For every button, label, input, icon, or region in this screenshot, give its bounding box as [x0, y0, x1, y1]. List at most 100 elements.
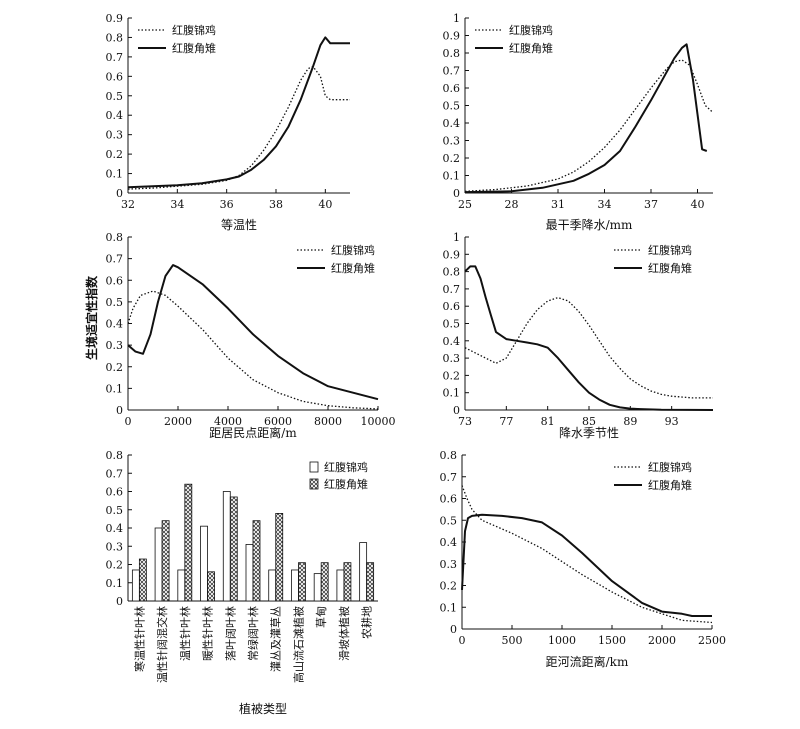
charts: 0 0.1 0.2 0.3 0.4 0.5 0.6 0.7 0.8 0.9 32 34 36 38 40 红腹… — [106, 12, 727, 716]
river-distance-y-tick-label: 0.7 — [440, 471, 458, 484]
settlement-distance-y-tick-label: 0.8 — [106, 231, 124, 244]
vegetation-type-legend-swatch — [309, 478, 319, 490]
isothermality-y-tick-label: 0.1 — [106, 168, 124, 181]
vegetation-type-y-tick-label: 0.6 — [106, 486, 124, 499]
precip-seasonality-series-1 — [464, 265, 714, 411]
driest-quarter-precip-series-1 — [464, 43, 708, 194]
river-distance-legend-label: 红腹角雉 — [648, 478, 692, 492]
driest-quarter-precip-y-tick-label: 0.6 — [443, 82, 461, 95]
settlement-distance-y-tick-label: 0 — [116, 404, 123, 417]
precip-seasonality-x-tick-label: 89 — [623, 415, 637, 428]
vegetation-type-bar-1-8 — [320, 562, 329, 602]
vegetation-type-bar-0-9 — [336, 569, 345, 602]
driest-quarter-precip-y-tick-label: 0.8 — [443, 47, 461, 60]
precip-seasonality-y-tick-label: 0.4 — [443, 335, 461, 348]
vegetation-type-category-label: 常绿阔叶林 — [246, 606, 260, 661]
river-distance-y-tick-label: 0.5 — [440, 514, 458, 527]
precip-seasonality-y-tick-label: 0.3 — [443, 352, 461, 365]
river-distance-y-tick-label: 0 — [450, 623, 457, 636]
settlement-distance-x-tick-label: 2000 — [164, 415, 192, 428]
vegetation-type-bar-0-2 — [177, 569, 186, 602]
vegetation-type-bar-0-5 — [245, 544, 254, 602]
vegetation-type-category-label: 灌丛及灌草丛 — [270, 606, 283, 672]
precip-seasonality-x-axis-label: 降水季节性 — [559, 426, 619, 440]
chart-isothermality: 0 0.1 0.2 0.3 0.4 0.5 0.6 0.7 0.8 0.9 32 34 36 38 40 红腹… — [106, 12, 350, 232]
precip-seasonality-y-tick-label: 0.2 — [443, 369, 461, 382]
vegetation-type-bar-1-9 — [343, 562, 352, 602]
river-distance-legend-label: 红腹锦鸡 — [648, 460, 692, 474]
settlement-distance-legend-label: 红腹角雉 — [331, 261, 375, 275]
vegetation-type-bar-1-6 — [275, 513, 284, 602]
vegetation-type-category-label: 暖性针叶林 — [201, 606, 215, 661]
river-distance-series-0 — [461, 485, 713, 624]
vegetation-type-legend-label: 红腹锦鸡 — [324, 460, 368, 474]
settlement-distance-x-tick-label: 8000 — [314, 415, 342, 428]
vegetation-type-category-label: 高山流石滩植被 — [291, 606, 305, 683]
settlement-distance-legend-label: 红腹锦鸡 — [331, 243, 375, 257]
settlement-distance-x-tick-label: 10000 — [361, 415, 396, 428]
isothermality-y-tick-label: 0 — [116, 187, 123, 200]
vegetation-type-y-tick-label: 0.5 — [106, 504, 124, 517]
isothermality-y-tick-label: 0.3 — [106, 129, 124, 142]
isothermality-series-1 — [127, 36, 350, 189]
vegetation-type-category-label: 落叶阔叶林 — [223, 606, 237, 661]
isothermality-x-axis-label: 等温性 — [221, 218, 257, 232]
driest-quarter-precip-x-tick-label: 31 — [551, 198, 565, 211]
vegetation-type-bar-1-3 — [207, 571, 215, 602]
isothermality-x-tick-label: 32 — [121, 198, 135, 211]
settlement-distance-series-1 — [127, 264, 379, 401]
precip-seasonality-y-tick-label: 0 — [453, 404, 460, 417]
driest-quarter-precip-y-tick-label: 0 — [453, 187, 460, 200]
precip-seasonality-x-tick-label: 93 — [665, 415, 679, 428]
chart-precip-seasonality: 0 0.1 0.2 0.3 0.4 0.5 0.6 0.7 0.8 0.9 1 73 77 81 85 89 9… — [443, 231, 714, 440]
precip-seasonality-y-tick-label: 1 — [453, 231, 460, 244]
river-distance-y-tick-label: 0.6 — [440, 493, 458, 506]
driest-quarter-precip-y-tick-label: 0.9 — [443, 30, 461, 43]
vegetation-type-y-tick-label: 0.7 — [106, 467, 124, 480]
vegetation-type-category-label: 农耕地 — [360, 606, 374, 639]
vegetation-type-x-axis-label: 植被类型 — [239, 701, 287, 716]
river-distance-x-tick-label: 0 — [459, 634, 466, 647]
isothermality-y-tick-label: 0.4 — [106, 109, 124, 122]
driest-quarter-precip-x-tick-label: 25 — [458, 198, 472, 211]
vegetation-type-legend-swatch — [309, 461, 319, 473]
river-distance-y-tick-label: 0.2 — [440, 580, 458, 593]
driest-quarter-precip-y-tick-label: 0.7 — [443, 65, 461, 78]
vegetation-type-bar-1-5 — [252, 520, 261, 602]
isothermality-legend-label: 红腹角雉 — [172, 41, 216, 55]
isothermality-y-tick-label: 0.7 — [106, 51, 124, 64]
precip-seasonality-series-0 — [464, 296, 713, 399]
vegetation-type-category-label: 寒温性针叶林 — [132, 606, 146, 672]
vegetation-type-y-tick-label: 0 — [116, 595, 123, 608]
vegetation-type-bar-0-10 — [359, 542, 368, 602]
river-distance-series-1 — [461, 513, 712, 617]
precip-seasonality-y-tick-label: 0.8 — [443, 266, 461, 279]
settlement-distance-x-tick-label: 6000 — [264, 415, 292, 428]
isothermality-y-tick-label: 0.8 — [106, 31, 124, 44]
vegetation-type-bar-1-4 — [229, 496, 238, 602]
precip-seasonality-x-tick-label: 77 — [499, 415, 513, 428]
settlement-distance-y-tick-label: 0.4 — [106, 318, 124, 331]
isothermality-x-tick-label: 40 — [318, 198, 332, 211]
precip-seasonality-y-tick-label: 0.6 — [443, 300, 461, 313]
driest-quarter-precip-series-0 — [464, 59, 714, 192]
driest-quarter-precip-y-tick-label: 1 — [453, 12, 460, 25]
vegetation-type-bar-1-10 — [366, 562, 375, 602]
precip-seasonality-y-tick-label: 0.9 — [443, 248, 461, 261]
river-distance-x-tick-label: 1000 — [548, 634, 576, 647]
vegetation-type-y-tick-label: 0.3 — [106, 540, 124, 553]
vegetation-type-bar-1-7 — [298, 562, 306, 602]
isothermality-x-tick-label: 36 — [220, 198, 234, 211]
driest-quarter-precip-x-axis-label: 最干季降水/mm — [546, 218, 633, 232]
isothermality-y-tick-label: 0.6 — [106, 70, 124, 83]
settlement-distance-y-tick-label: 0.3 — [106, 339, 124, 352]
isothermality-x-tick-label: 38 — [269, 198, 283, 211]
vegetation-type-category-label: 滑坡体植被 — [337, 606, 351, 661]
river-distance-y-tick-label: 0.3 — [440, 558, 458, 571]
driest-quarter-precip-x-tick-label: 28 — [505, 198, 519, 211]
vegetation-type-bar-1-1 — [161, 520, 170, 602]
precip-seasonality-legend-label: 红腹锦鸡 — [648, 243, 692, 257]
vegetation-type-bar-0-0 — [131, 569, 140, 602]
river-distance-x-tick-label: 1500 — [598, 634, 626, 647]
